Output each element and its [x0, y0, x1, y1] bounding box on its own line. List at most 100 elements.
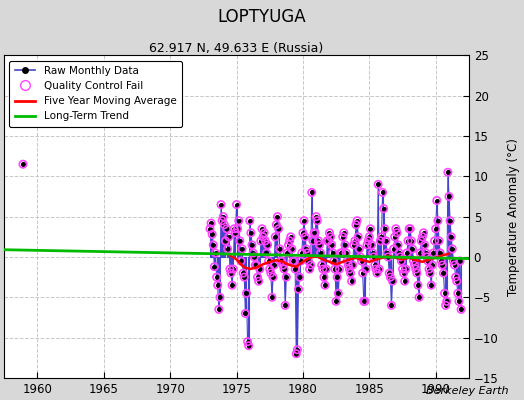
Point [231, 230, 239, 236]
Point [388, 278, 397, 284]
Point [403, 250, 411, 256]
Point [391, 226, 400, 232]
Point [298, 250, 306, 256]
Point [431, 226, 440, 232]
Point [256, 266, 264, 272]
Point [296, 274, 304, 280]
Point [217, 201, 225, 208]
Point [309, 238, 317, 244]
Point [398, 266, 407, 272]
Point [347, 278, 356, 284]
Point [343, 258, 352, 264]
Point [324, 238, 333, 244]
Point [449, 258, 457, 264]
Point [326, 234, 335, 240]
Point [305, 266, 314, 272]
Point [429, 250, 438, 256]
Text: LOPTYUGA: LOPTYUGA [217, 8, 307, 26]
Point [377, 234, 386, 240]
Point [454, 290, 462, 296]
Point [369, 254, 378, 260]
Point [370, 262, 379, 268]
Point [277, 258, 285, 264]
Point [344, 262, 353, 268]
Point [435, 238, 443, 244]
Point [310, 230, 318, 236]
Point [339, 234, 347, 240]
Point [427, 282, 435, 288]
Point [438, 262, 446, 268]
Point [225, 234, 233, 240]
Point [383, 250, 391, 256]
Point [323, 238, 332, 244]
Point [453, 278, 461, 284]
Point [261, 238, 269, 244]
Point [289, 258, 297, 264]
Point [216, 294, 224, 300]
Point [207, 220, 215, 226]
Point [227, 270, 235, 276]
Point [332, 298, 340, 304]
Point [229, 266, 237, 272]
Point [241, 310, 249, 317]
Point [311, 230, 319, 236]
Point [222, 226, 231, 232]
Point [334, 290, 343, 296]
Point [436, 250, 444, 256]
Point [448, 246, 456, 252]
Point [436, 250, 444, 256]
Point [271, 234, 279, 240]
Point [251, 262, 259, 268]
Point [337, 250, 346, 256]
Point [219, 214, 227, 220]
Point [287, 234, 295, 240]
Point [332, 298, 340, 304]
Point [268, 294, 276, 300]
Point [232, 201, 241, 208]
Point [418, 234, 427, 240]
Point [415, 294, 423, 300]
Point [374, 181, 383, 188]
Point [368, 250, 377, 256]
Point [288, 246, 296, 252]
Point [279, 262, 287, 268]
Point [251, 262, 259, 268]
Point [352, 222, 360, 228]
Point [444, 169, 452, 176]
Point [420, 242, 429, 248]
Title: 62.917 N, 49.633 E (Russia): 62.917 N, 49.633 E (Russia) [149, 42, 324, 55]
Point [246, 218, 254, 224]
Point [270, 262, 278, 268]
Point [357, 258, 366, 264]
Point [396, 254, 405, 260]
Point [386, 274, 395, 280]
Point [455, 298, 463, 304]
Point [388, 278, 397, 284]
Point [285, 242, 293, 248]
Point [395, 250, 403, 256]
Point [301, 234, 309, 240]
Point [252, 262, 260, 268]
Point [389, 246, 398, 252]
Point [357, 258, 366, 264]
Point [411, 266, 420, 272]
Point [293, 346, 302, 353]
Point [330, 258, 338, 264]
Point [399, 270, 408, 276]
Point [401, 266, 410, 272]
Point [325, 230, 334, 236]
Point [365, 234, 374, 240]
Point [227, 270, 235, 276]
Text: Berkeley Earth: Berkeley Earth [426, 386, 508, 396]
Point [379, 205, 388, 212]
Point [350, 242, 358, 248]
Point [228, 282, 236, 288]
Point [335, 266, 344, 272]
Point [258, 226, 266, 232]
Point [276, 246, 284, 252]
Point [248, 242, 256, 248]
Point [298, 250, 306, 256]
Point [270, 262, 278, 268]
Point [277, 258, 285, 264]
Point [394, 242, 402, 248]
